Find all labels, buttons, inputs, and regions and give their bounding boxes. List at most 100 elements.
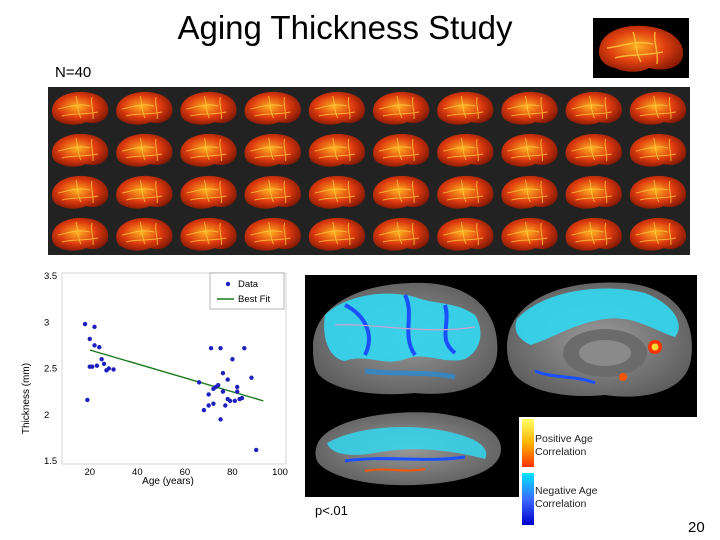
data-point <box>87 336 92 342</box>
subject-brain-thumbnail <box>116 175 173 209</box>
subject-brain-thumbnail <box>565 175 622 209</box>
data-point <box>239 395 245 401</box>
legend-data-label: Data <box>238 279 259 290</box>
legend-data-marker <box>225 281 231 287</box>
correlation-color-legend: Positive Age Correlation Negative Age Co… <box>519 417 697 527</box>
subject-brain-thumbnail <box>308 175 366 209</box>
data-point <box>215 382 221 388</box>
subject-brain-thumbnail <box>373 91 430 125</box>
data-point <box>211 401 216 406</box>
brain-thumbnail <box>593 18 689 78</box>
data-point <box>82 321 88 327</box>
subject-brain-grid <box>48 87 690 255</box>
negative-correlation-label: Negative Age Correlation <box>535 485 598 510</box>
data-point <box>94 363 100 368</box>
subject-brain-thumbnail <box>52 217 109 251</box>
data-point <box>101 361 107 367</box>
positive-colorbar <box>522 419 534 467</box>
data-point <box>89 364 95 369</box>
subject-brain-thumbnail <box>180 133 237 167</box>
data-point <box>196 380 202 385</box>
data-point <box>232 398 238 404</box>
subject-brain-thumbnail <box>501 133 558 167</box>
x-tick-labels: 20 40 60 80 100 <box>84 467 287 478</box>
data-point <box>92 343 97 348</box>
subject-brain-thumbnail <box>244 217 301 251</box>
subject-brain-thumbnail <box>308 133 366 167</box>
subject-brain-thumbnail <box>437 175 494 209</box>
data-point <box>201 407 207 413</box>
data-point <box>242 345 247 351</box>
positive-correlation-label: Positive Age Correlation <box>535 433 593 458</box>
data-point <box>218 345 223 351</box>
x-tick-label: 20 <box>84 467 95 478</box>
y-tick-labels: 1.5 2 2.5 3 3.5 <box>44 271 57 467</box>
subject-brain-thumbnail <box>565 217 622 251</box>
sample-size-label: N=40 <box>55 64 92 81</box>
subject-brain-thumbnail <box>629 217 687 251</box>
x-tick-label: 40 <box>132 467 143 478</box>
y-tick-label: 3.5 <box>44 271 57 282</box>
subject-brain-thumbnail <box>244 175 301 209</box>
lateral-hemisphere-view <box>313 282 498 395</box>
subject-brain-thumbnail <box>437 91 494 125</box>
y-tick-label: 2 <box>44 410 49 421</box>
y-tick-label: 1.5 <box>44 456 57 467</box>
data-point <box>235 389 240 394</box>
subject-brain-thumbnail <box>437 217 494 251</box>
subject-brain-thumbnail <box>629 133 687 167</box>
x-axis-label: Age (years) <box>142 476 194 487</box>
subject-brain-thumbnail <box>565 91 622 125</box>
subject-brain-thumbnail <box>180 175 237 209</box>
ventral-hemisphere-view <box>315 412 501 486</box>
data-point <box>225 377 230 382</box>
data-point <box>85 397 90 403</box>
data-point <box>227 398 233 404</box>
subject-brain-thumbnail <box>629 91 687 125</box>
data-point <box>111 367 116 372</box>
data-point <box>230 357 235 362</box>
subject-brain-thumbnail <box>308 91 366 125</box>
subject-brain-thumbnail <box>501 91 558 125</box>
data-point <box>106 366 112 371</box>
data-point <box>92 324 97 330</box>
subject-brain-thumbnail <box>180 217 237 251</box>
subject-brain-thumbnail <box>373 217 430 251</box>
legend-fit-label: Best Fit <box>238 294 271 305</box>
data-point <box>254 447 259 453</box>
data-point <box>99 357 104 362</box>
data-point <box>206 403 211 408</box>
y-axis-label: Thickness (mm) <box>21 363 32 434</box>
subject-brain-thumbnail <box>565 133 622 167</box>
data-point <box>208 345 214 351</box>
x-tick-label: 80 <box>227 467 238 478</box>
subject-brain-thumbnail <box>52 175 109 209</box>
slide-title: Aging Thickness Study <box>177 9 513 46</box>
data-points <box>82 321 259 453</box>
subject-brain-thumbnail <box>629 175 687 209</box>
negative-colorbar <box>522 473 534 525</box>
y-tick-label: 3 <box>44 317 49 328</box>
data-point <box>249 375 254 380</box>
data-point <box>206 392 211 397</box>
subject-brain-thumbnail <box>244 133 301 167</box>
data-point <box>235 384 240 390</box>
subject-brain-thumbnail <box>437 133 494 167</box>
p-value-label: p<.01 <box>315 503 348 518</box>
slide-number: 20 <box>688 519 705 536</box>
subject-brain-thumbnail <box>180 91 237 125</box>
data-point <box>97 345 102 350</box>
cortical-surface-map <box>305 275 697 497</box>
best-fit-segment <box>89 349 264 402</box>
subject-brain-thumbnail <box>501 217 558 251</box>
subject-brain-thumbnail <box>116 217 173 251</box>
x-tick-label: 100 <box>272 467 288 478</box>
subject-brain-thumbnail <box>244 91 301 125</box>
subject-brain-thumbnail <box>308 217 366 251</box>
subject-brain-thumbnail <box>52 91 109 125</box>
best-fit-line <box>89 349 264 402</box>
data-point <box>218 417 223 422</box>
x-tick-label: 60 <box>180 467 191 478</box>
subject-brain-thumbnail <box>116 133 173 167</box>
subject-brain-thumbnail <box>373 133 430 167</box>
